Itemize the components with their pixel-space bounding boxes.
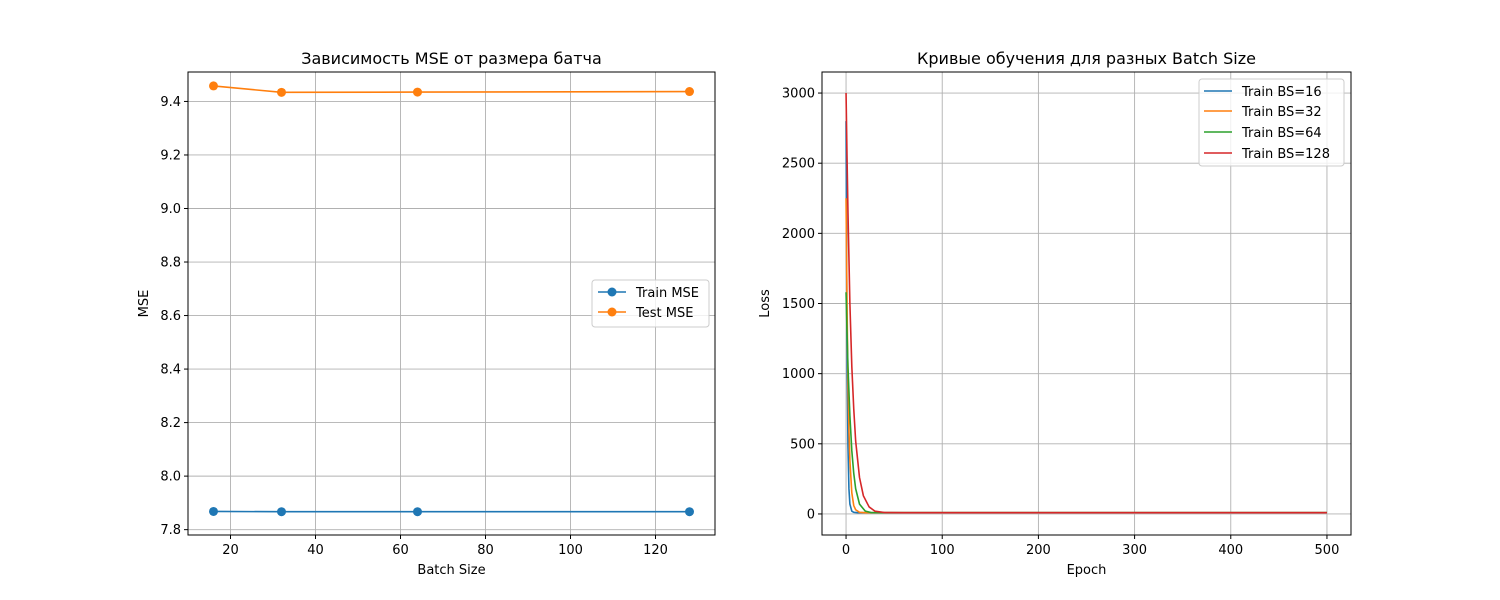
data-point-train-mse [685, 507, 694, 517]
series-line-train-bs-128 [845, 93, 1327, 514]
series-line-test-mse [213, 85, 690, 94]
x-tick-label: 80 [477, 543, 494, 558]
y-axis-label: MSE [137, 290, 152, 318]
y-tick-label: 9.2 [160, 148, 181, 163]
y-tick-label: 500 [790, 437, 815, 452]
y-tick-label: 8.2 [160, 416, 181, 431]
y-tick-label: 8.6 [160, 309, 181, 324]
data-point-test-mse [685, 87, 694, 97]
data-point-test-mse [413, 87, 422, 97]
x-tick-label: 40 [307, 543, 324, 558]
y-tick-label: 0 [807, 507, 815, 522]
legend-label-train-mse: Train MSE [635, 286, 699, 301]
chart-title: Кривые обучения для разных Batch Size [917, 49, 1256, 68]
x-tick-label: 20 [222, 543, 239, 558]
y-tick-label: 2500 [782, 157, 815, 172]
y-tick-label: 8.8 [160, 256, 181, 271]
ticks-layer: 0 100 200 300 400 500 0 500 1000 1500 2000 2500 3000 [782, 87, 1339, 558]
x-tick-label: 100 [558, 543, 583, 558]
y-tick-label: 3000 [782, 87, 815, 102]
legend-label-test-mse: Test MSE [635, 306, 693, 321]
series-layer [209, 81, 694, 517]
y-tick-label: 7.8 [160, 523, 181, 538]
x-tick-label: 0 [842, 543, 850, 558]
chart-learning-curves: 0 100 200 300 400 500 0 500 1000 1500 2000 2500 3000… [758, 49, 1352, 578]
series-layer [845, 93, 1327, 514]
data-point-train-mse [413, 507, 422, 517]
legend-label-bs16: Train BS=16 [1241, 85, 1322, 100]
x-tick-label: 400 [1218, 543, 1243, 558]
data-point-train-mse [209, 506, 218, 516]
y-tick-label: 2000 [782, 227, 815, 242]
legend-marker-test-mse [607, 307, 617, 317]
legend-marker-train-mse [607, 287, 617, 297]
data-point-test-mse [209, 81, 218, 91]
x-tick-label: 200 [1026, 543, 1051, 558]
y-tick-label: 8.4 [160, 363, 181, 378]
x-tick-label: 120 [643, 543, 668, 558]
y-tick-label: 9.4 [160, 95, 181, 110]
y-tick-label: 9.0 [160, 202, 181, 217]
y-tick-label: 1000 [782, 367, 815, 382]
data-point-train-mse [277, 507, 286, 517]
x-tick-label: 60 [392, 543, 409, 558]
legend-label-bs32: Train BS=32 [1241, 105, 1322, 120]
legend-box [1198, 78, 1345, 167]
y-axis-label: Loss [758, 289, 773, 318]
legend: Train BS=16 Train BS=32 Train BS=64 Trai… [1198, 78, 1345, 167]
legend-label-bs128: Train BS=128 [1241, 147, 1330, 162]
legend-label-bs64: Train BS=64 [1241, 126, 1322, 141]
chart-title: Зависимость MSE от размера батча [301, 49, 602, 68]
data-point-test-mse [277, 87, 286, 97]
x-axis-label: Batch Size [417, 563, 485, 578]
x-tick-label: 500 [1315, 543, 1340, 558]
x-axis-label: Epoch [1067, 563, 1107, 578]
x-tick-label: 100 [930, 543, 955, 558]
y-tick-label: 8.0 [160, 470, 181, 485]
legend: Train MSE Test MSE [591, 279, 710, 328]
plot-frame [187, 71, 716, 536]
ticks-layer: 20 40 60 80 100 120 7.8 8.0 8.2 8.4 8.6 8.8 9.0 9.2 9.… [160, 95, 668, 558]
x-tick-label: 300 [1122, 543, 1147, 558]
y-tick-label: 1500 [782, 297, 815, 312]
chart-mse-vs-batch-size: 20 40 60 80 100 120 7.8 8.0 8.2 8.4 8.6 8.8 9.0 9.2 9.… [137, 49, 716, 578]
